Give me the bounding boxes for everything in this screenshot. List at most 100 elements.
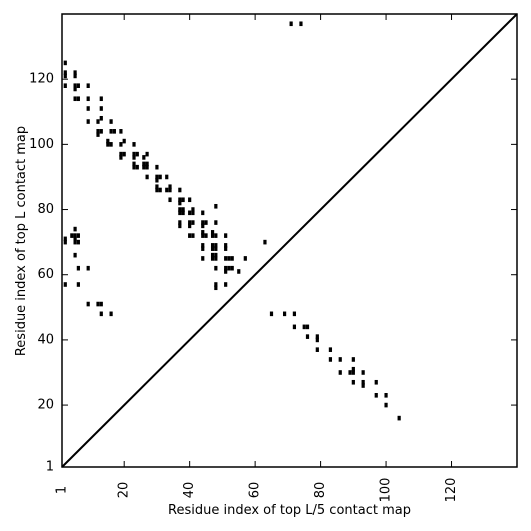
contact-point <box>96 301 100 307</box>
contact-point <box>188 220 192 225</box>
contact-point <box>214 220 218 225</box>
contact-point <box>76 233 80 238</box>
contact-point <box>201 256 205 261</box>
contact-point <box>188 210 192 216</box>
contact-point <box>201 223 205 229</box>
y-tick-label: 100 <box>29 137 54 152</box>
contact-point <box>224 233 228 238</box>
contact-point <box>145 151 149 157</box>
contact-point <box>292 311 297 317</box>
x-tick-label: 100 <box>379 478 394 503</box>
contact-point <box>109 129 113 134</box>
contact-point <box>178 197 182 203</box>
contact-point <box>145 161 149 167</box>
contact-point <box>178 223 182 229</box>
contact-point <box>374 379 378 385</box>
contact-point <box>73 83 77 88</box>
contact-point <box>263 239 267 245</box>
contact-point <box>86 96 90 102</box>
contact-point <box>158 174 162 180</box>
contact-point <box>201 230 205 235</box>
contact-point <box>214 256 218 261</box>
contact-point <box>282 311 287 317</box>
plot-frame <box>61 13 518 468</box>
contact-point <box>361 383 365 388</box>
contact-point <box>210 252 215 258</box>
contact-point <box>224 269 228 274</box>
contact-point <box>224 282 228 287</box>
x-tick-label: 120 <box>444 478 459 503</box>
contact-point <box>109 142 113 147</box>
contact-point <box>338 357 342 362</box>
contact-point <box>210 243 215 248</box>
x-tick-label: 60 <box>248 482 263 499</box>
contact-point <box>132 151 136 157</box>
contact-point <box>155 184 159 190</box>
contact-point <box>86 83 90 88</box>
contact-point <box>112 129 116 134</box>
contact-point <box>384 393 388 398</box>
contact-point <box>292 324 297 330</box>
contact-point <box>73 86 77 92</box>
contact-point <box>96 119 100 124</box>
contact-point <box>191 210 195 216</box>
contact-point <box>214 203 218 209</box>
contact-point <box>76 96 80 102</box>
contact-point <box>210 246 215 251</box>
contact-point <box>168 187 172 193</box>
contact-point <box>243 256 247 261</box>
contact-point <box>165 174 169 180</box>
contact-point <box>132 155 136 160</box>
contact-point <box>384 402 388 408</box>
contact-point <box>201 243 205 248</box>
contact-point <box>70 233 74 238</box>
contact-point <box>178 220 182 225</box>
contact-point <box>63 83 67 88</box>
contact-point <box>191 220 195 225</box>
contact-point <box>315 337 319 343</box>
x-tick-label: 20 <box>117 482 132 499</box>
contact-point <box>155 174 159 180</box>
contact-point <box>96 132 100 137</box>
contact-point <box>86 106 90 111</box>
contact-point <box>106 142 110 147</box>
contact-point <box>63 239 67 245</box>
contact-point <box>73 96 77 102</box>
contact-point <box>201 246 205 251</box>
contact-point <box>269 311 274 317</box>
contact-point <box>204 220 208 225</box>
contact-point <box>348 370 352 375</box>
contact-point <box>73 226 77 232</box>
contact-point <box>351 370 355 375</box>
y-axis-label: Residue index of top L contact map <box>14 126 29 356</box>
contact-point <box>230 265 234 271</box>
contact-point <box>224 243 228 248</box>
y-tick-label: 20 <box>37 398 54 413</box>
contact-point <box>119 155 123 160</box>
contact-point <box>224 265 228 271</box>
contact-point <box>155 187 159 193</box>
contact-point <box>109 311 113 317</box>
contact-point <box>63 60 67 66</box>
contact-point <box>224 256 228 261</box>
x-tick-label: 1 <box>55 486 70 494</box>
contact-point <box>168 197 172 203</box>
contact-point <box>191 233 195 238</box>
contact-point <box>76 282 80 287</box>
contact-point <box>178 210 182 216</box>
contact-point <box>289 21 293 27</box>
x-tick-label: 80 <box>313 482 328 499</box>
contact-point <box>99 106 103 111</box>
contact-point <box>155 177 159 183</box>
contact-point <box>237 269 241 274</box>
contact-point <box>96 129 100 134</box>
contact-point <box>188 233 192 238</box>
contact-point <box>76 265 80 271</box>
contact-point <box>305 324 310 330</box>
y-tick-label: 40 <box>37 332 54 347</box>
contact-point <box>99 311 103 317</box>
contact-point <box>73 233 77 238</box>
contact-point <box>155 164 159 170</box>
contact-point <box>132 161 136 167</box>
